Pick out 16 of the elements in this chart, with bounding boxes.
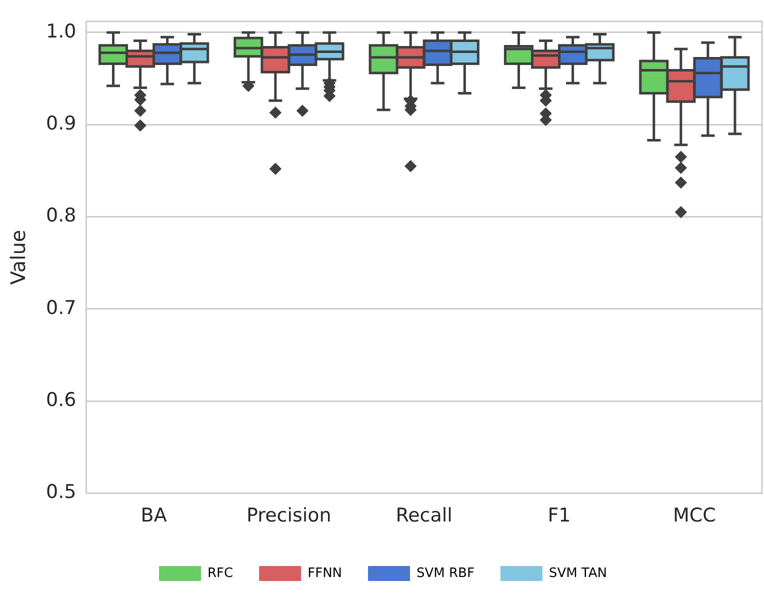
x-tick-label: Precision: [246, 504, 332, 527]
legend-label: SVM TAN: [548, 566, 607, 581]
y-axis-title: Value: [6, 230, 30, 285]
legend-label: FFNN: [308, 566, 342, 581]
y-tick-label: 0.9: [46, 112, 76, 135]
y-tick-label: 0.8: [46, 204, 76, 227]
x-tick-label: F1: [548, 504, 571, 527]
legend-label: SVM RBF: [416, 566, 474, 581]
y-tick-label: 1.0: [46, 20, 76, 42]
y-tick-label: 0.6: [46, 388, 76, 411]
y-tick-label: 0.7: [46, 296, 76, 319]
x-tick-label: BA: [140, 504, 167, 527]
y-tick-label: 0.5: [46, 481, 76, 504]
legend-label: RFC: [208, 566, 234, 581]
x-tick-label: MCC: [672, 504, 716, 527]
x-tick-label: Recall: [396, 504, 452, 527]
